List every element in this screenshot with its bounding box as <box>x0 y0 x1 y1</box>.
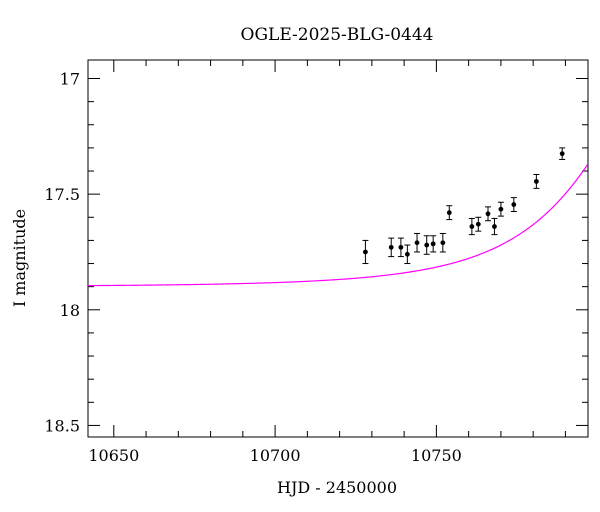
data-point <box>485 211 491 217</box>
data-point <box>363 249 368 255</box>
data-point <box>440 240 446 246</box>
x-tick-label: 10750 <box>411 446 462 465</box>
data-point <box>424 242 430 248</box>
data-point <box>469 224 475 229</box>
plot-area: 10650 10700 10750 17 17.5 18 18.5 <box>44 59 589 465</box>
data-point <box>511 202 517 207</box>
x-tick-label: 10650 <box>88 446 139 465</box>
y-tick-label: 17.5 <box>44 185 80 204</box>
data-point <box>430 241 436 247</box>
data-point <box>533 179 539 184</box>
data-point <box>498 206 504 212</box>
data-point <box>388 244 394 250</box>
y-tick-label: 17 <box>60 70 80 89</box>
plot-frame <box>87 59 589 438</box>
x-axis-label: HJD - 2450000 <box>277 478 397 497</box>
data-point <box>404 251 410 257</box>
data-point <box>492 224 497 229</box>
x-tick-label: 10700 <box>250 446 301 465</box>
data-point <box>475 221 481 227</box>
y-axis-label: I magnitude <box>10 209 29 307</box>
data-point <box>446 210 452 216</box>
chart-title: OGLE-2025-BLG-0444 <box>241 25 434 45</box>
data-point <box>398 244 404 250</box>
model-curve <box>88 163 588 287</box>
y-tick-label: 18.5 <box>44 416 80 435</box>
data-point <box>559 151 565 157</box>
y-tick-label: 18 <box>60 301 80 320</box>
data-point <box>414 240 420 246</box>
